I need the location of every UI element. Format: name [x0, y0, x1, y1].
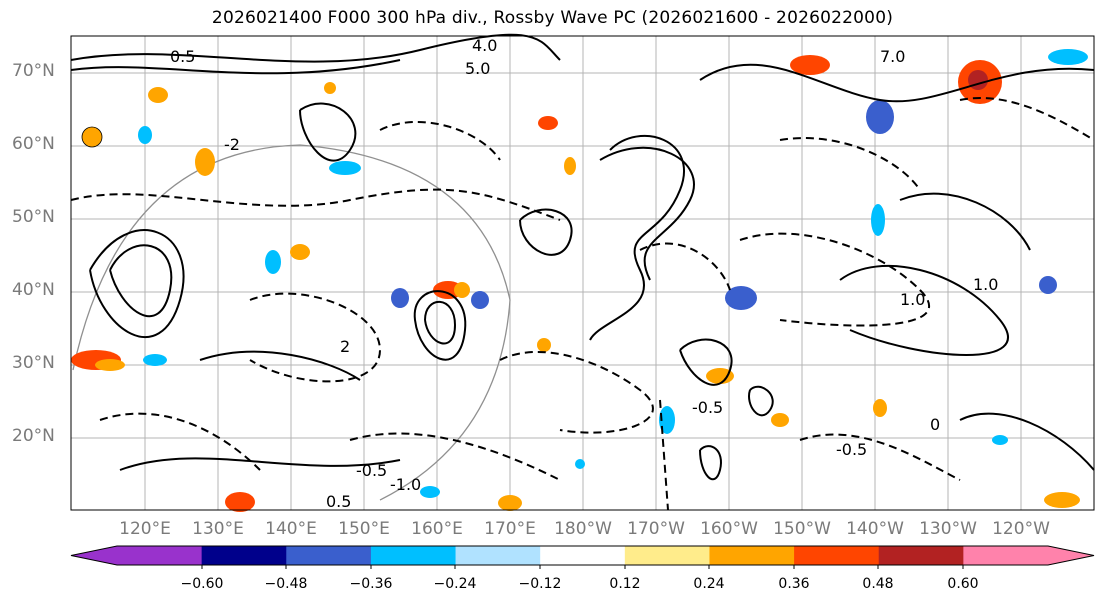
- shading: [71, 49, 1088, 512]
- colorbar-tick-label: −0.12: [518, 576, 562, 592]
- colorbar-segment: [878, 546, 964, 565]
- colorbar: [70, 545, 1095, 569]
- contour-label: 0.5: [170, 47, 195, 66]
- lon-label: 180°W: [554, 519, 612, 539]
- colorbar-segment: [370, 546, 457, 565]
- plot-frame: [70, 35, 1095, 511]
- colorbar-tick-label: 0.24: [693, 576, 725, 592]
- lat-label: 40°N: [12, 280, 55, 300]
- contour-label: 5.0: [465, 59, 490, 78]
- lat-label: 20°N: [12, 426, 55, 446]
- dashed-contours: [70, 97, 1095, 511]
- colorbar-segment: [794, 546, 880, 565]
- contour-label: 1.0: [973, 275, 998, 294]
- colorbar-tick-label: 0.48: [862, 576, 894, 592]
- colorbar-segment: [201, 546, 287, 565]
- colorbar-segment: [624, 546, 710, 565]
- colorbar-extend-high: [1048, 546, 1094, 565]
- contour-label: 0: [930, 415, 940, 434]
- colorbar-tick-label: 0.12: [609, 576, 641, 592]
- lat-label: 70°N: [12, 61, 55, 81]
- lon-label: 160°E: [411, 519, 463, 539]
- contour-label: 0.5: [326, 492, 351, 511]
- lon-label: 170°W: [627, 519, 685, 539]
- lon-label: 150°W: [773, 519, 831, 539]
- lat-label: 50°N: [12, 207, 55, 227]
- colorbar-segment: [540, 546, 626, 565]
- solid-contours: [70, 33, 1095, 481]
- lon-label: 130°E: [192, 519, 244, 539]
- lon-label: 160°W: [700, 519, 758, 539]
- contour-label: 2: [340, 337, 350, 356]
- contour-labels: 4.0 5.0 7.0 0.5 -0.5 -1.0 1.0 -2 2 0 0.5…: [170, 36, 998, 511]
- colorbar-outline: [70, 545, 1095, 566]
- colorbar-tick-label: −0.24: [433, 576, 477, 592]
- lon-label: 170°E: [484, 519, 536, 539]
- lon-label: 120°W: [992, 519, 1050, 539]
- colorbar-tick-label: 0.60: [947, 576, 979, 592]
- lat-label: 60°N: [12, 134, 55, 154]
- colorbar-segment: [455, 546, 541, 565]
- lon-label: 140°E: [265, 519, 317, 539]
- colorbar-segment: [709, 546, 795, 565]
- colorbar-segment: [963, 546, 1049, 565]
- chart-title: 2026021400 F000 300 hPa div., Rossby Wav…: [211, 8, 894, 28]
- contour-label: 1.0: [900, 290, 925, 309]
- colorbar-tick-label: −0.48: [264, 576, 308, 592]
- contour-label: -2: [224, 135, 240, 154]
- lon-label: 150°E: [338, 519, 390, 539]
- phase-circle: [72, 144, 511, 501]
- colorbar-tick-label: −0.36: [349, 576, 393, 592]
- lon-label: 140°W: [846, 519, 904, 539]
- colorbar-segment: [117, 546, 203, 565]
- lon-label: 130°W: [919, 519, 977, 539]
- colorbar-tick-label: 0.36: [778, 576, 810, 592]
- lat-label: 30°N: [12, 353, 55, 373]
- colorbar-segment: [286, 546, 372, 565]
- contour-label: -0.5: [836, 440, 867, 459]
- contour-label: -0.5: [692, 398, 723, 417]
- colorbar-tick-label: −0.60: [180, 576, 224, 592]
- contour-label: -1.0: [390, 475, 421, 494]
- colorbar-extend-low: [71, 546, 117, 565]
- lon-label: 120°E: [119, 519, 171, 539]
- contour-label: -0.5: [356, 461, 387, 480]
- contour-label: 7.0: [880, 47, 905, 66]
- graticule: [71, 36, 1094, 510]
- contour-label: 4.0: [472, 36, 497, 55]
